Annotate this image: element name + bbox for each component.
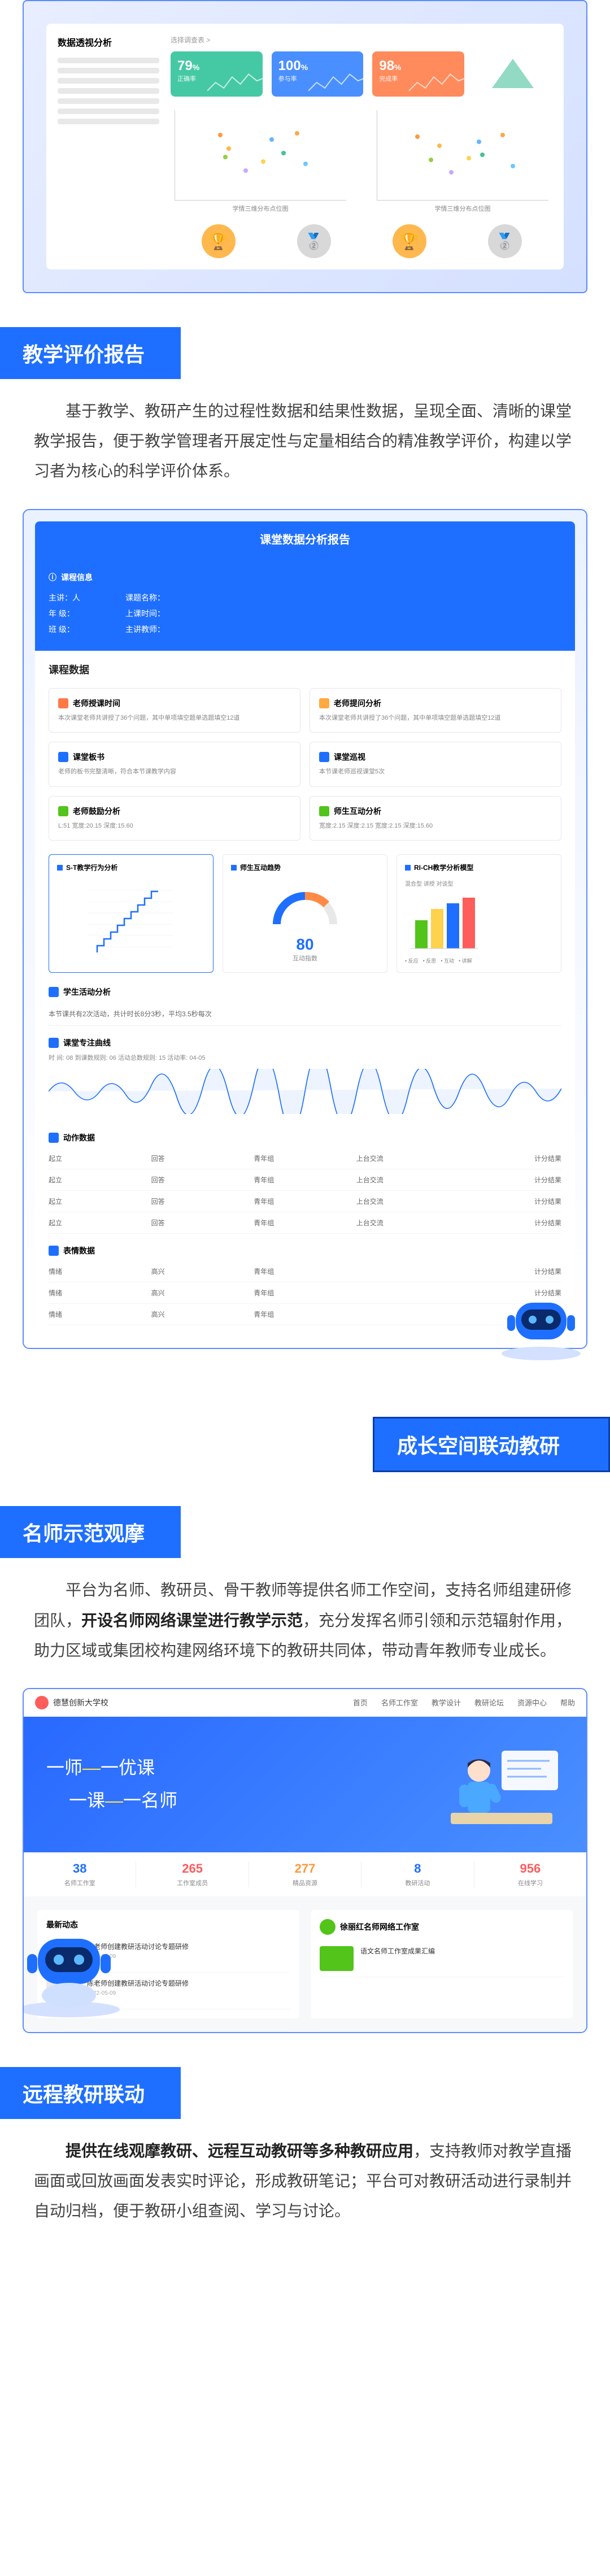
- table-row: 起立回答青年组上台交流计分结果: [49, 1148, 561, 1169]
- platform-screenshot: 德慧创新大学校 首页 名师工作室 教学设计 教研论坛 资源中心 帮助 一师—一优课 一课—…: [23, 1688, 587, 2033]
- scatter-right: [377, 110, 548, 201]
- dashboard-crumb[interactable]: 选择调查表 >: [171, 35, 552, 45]
- report-panel: 课堂数据分析报告 ⓘ课程信息 主讲：人年 级：班 级： 课题名称：上课时间：主讲…: [23, 509, 587, 1350]
- nav-item[interactable]: 名师工作室: [381, 1697, 418, 1708]
- stat-item[interactable]: 8教研活动: [361, 1861, 474, 1887]
- section-heading-master: 名师示范观摩: [0, 1506, 181, 1558]
- feed-item[interactable]: 语文名师工作室成果汇编: [320, 1940, 564, 1977]
- section-heading-report: 教学评价报告: [0, 327, 181, 379]
- analysis-card[interactable]: 老师授课时间本次课堂老师共讲授了36个问题，其中单项填空题单选题填空12道: [49, 688, 300, 733]
- section-heading-growth: 成长空间联动教研: [373, 1417, 610, 1472]
- metric-card[interactable]: 98%完成率: [372, 51, 464, 97]
- course-info: ⓘ课程信息 主讲：人年 级：班 级： 课题名称：上课时间：主讲教师：: [35, 556, 575, 651]
- focus-wave-chart: [49, 1069, 561, 1114]
- report-header: 课堂数据分析报告: [35, 521, 575, 556]
- metric-card[interactable]: 100%参与率: [272, 51, 364, 97]
- table-row: 起立回答青年组上台交流计分结果: [49, 1169, 561, 1191]
- nav-item[interactable]: 资源中心: [517, 1697, 547, 1708]
- table-row: 情绪高兴青年组计分结果: [49, 1261, 561, 1282]
- gauge-chart: 师生互动趋势 80 互动指数: [223, 854, 387, 973]
- analysis-card[interactable]: 师生互动分析宽度:2.15 深度:2.15 宽度:2.15 深度:15.60: [310, 796, 561, 841]
- scatter-left: [175, 110, 346, 201]
- nav-item[interactable]: 教研论坛: [474, 1697, 504, 1708]
- platform-logo[interactable]: 德慧创新大学校: [35, 1696, 108, 1709]
- teacher-illustration: [439, 1739, 564, 1830]
- analysis-card[interactable]: 课堂板书老师的板书完整清晰，符合本节课教学内容: [49, 742, 300, 787]
- section2-body: 平台为名师、教研员、骨干教师等提供名师工作空间，支持名师组建研修团队，开设名师网…: [0, 1575, 610, 1665]
- platform-banner: 一师—一优课 一课—一名师: [24, 1717, 586, 1852]
- feed-right: 徐丽红名师网络工作室 语文名师工作室成果汇编: [311, 1910, 573, 2018]
- rank-badge: 🏆: [393, 224, 426, 258]
- stat-item[interactable]: 265工作室成员: [136, 1861, 249, 1887]
- analysis-card[interactable]: 课堂巡视本节课老师巡视课堂5次: [310, 742, 561, 787]
- robot-icon: [485, 1286, 598, 1365]
- nav-item[interactable]: 首页: [353, 1697, 368, 1708]
- stat-item[interactable]: 38名师工作室: [24, 1861, 136, 1887]
- stat-item[interactable]: 956在线学习: [474, 1861, 586, 1887]
- dashboard-panel: 数据透视分析 选择调查表 > 79%正确率100%参与率98%完成率 学情三维分…: [23, 0, 587, 293]
- analysis-card[interactable]: 老师鼓励分析L:51 宽度:20.15 深度:15.60: [49, 796, 300, 841]
- rank-badge: 🥈: [297, 224, 331, 258]
- table-row: 起立回答青年组上台交流计分结果: [49, 1191, 561, 1212]
- nav-item[interactable]: 帮助: [560, 1697, 575, 1708]
- dashboard-title: 数据透视分析: [58, 35, 159, 49]
- stat-item[interactable]: 277精品资源: [249, 1861, 361, 1887]
- dashboard-sidebar-list: [58, 58, 159, 124]
- section3-body: 提供在线观摩教研、远程互动教研等多种教研应用，支持教师对教学直播画面或回放画面发…: [0, 2136, 610, 2226]
- analysis-card[interactable]: 老师提问分析本次课堂老师共讲授了36个问题，其中单项填空题单选题填空12道: [310, 688, 561, 733]
- rank-badge: 🥈: [488, 224, 522, 258]
- section1-body: 基于教学、教研产生的过程性数据和结果性数据，呈现全面、清晰的课堂教学报告，便于教…: [0, 396, 610, 486]
- metric-card[interactable]: 79%正确率: [171, 51, 263, 97]
- radar-chart: RI-CH教学分析模型 混合型 讲授 对谈型 • 反应• 反思• 互动• 讲解: [396, 854, 561, 973]
- st-chart: S-T教学行为分析: [49, 854, 213, 973]
- table-row: 起立回答青年组上台交流计分结果: [49, 1212, 561, 1234]
- section-heading-remote: 远程教研联动: [0, 2067, 181, 2119]
- nav-item[interactable]: 教学设计: [432, 1697, 461, 1708]
- rank-badge: 🏆: [202, 224, 236, 258]
- robot-icon-2: [23, 1919, 137, 2021]
